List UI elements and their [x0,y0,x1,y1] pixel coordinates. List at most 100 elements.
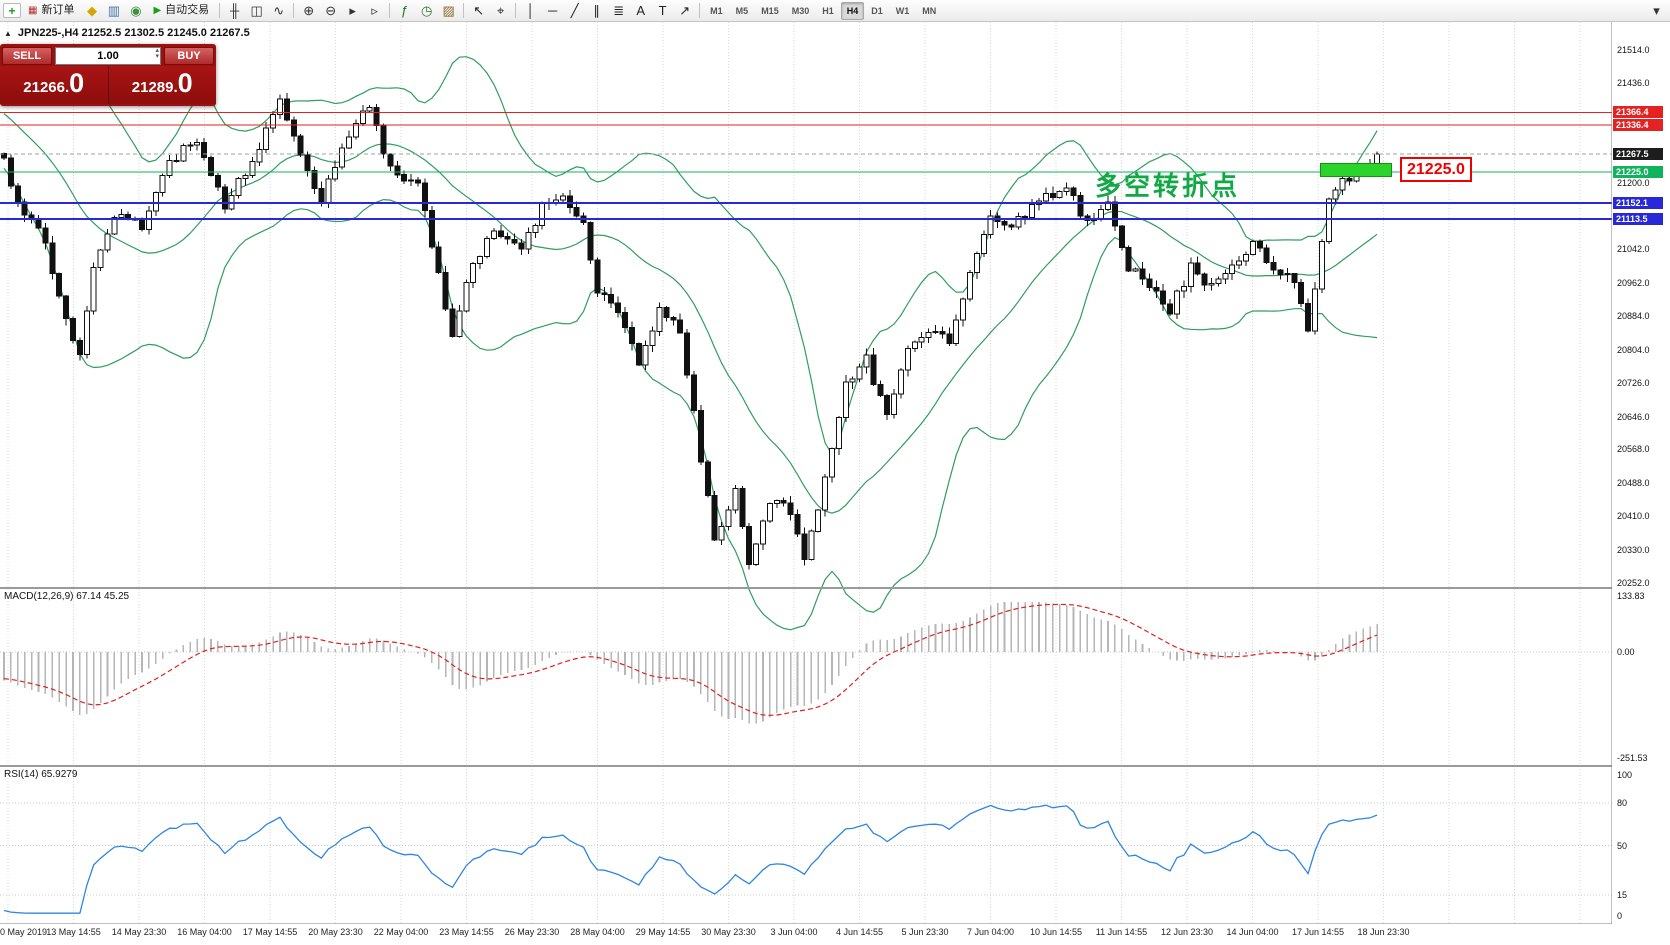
candle [525,232,532,250]
candle [249,161,256,176]
turning-point-annotation[interactable]: 多空转折点 [1095,171,1241,201]
bollinger-bands [3,56,1378,631]
new-chart-icon[interactable]: + [3,3,21,18]
candlestick-chart-icon[interactable]: ◫ [246,1,267,20]
candle [573,207,580,217]
candle [1008,224,1015,228]
toolbar-overflow-icon[interactable]: ▾ [1646,1,1667,20]
candle [1098,209,1105,220]
candle [373,107,380,126]
buy-button[interactable]: BUY [164,47,214,65]
candle [1194,262,1201,275]
candle [1305,303,1312,332]
fibonacci-icon[interactable]: ≣ [608,1,629,20]
candle [394,165,401,176]
bar-chart-icon[interactable]: ╫ [224,1,245,20]
candle [1139,268,1146,280]
buy-price[interactable]: 21289. 0 [108,66,216,104]
candle [339,147,346,168]
sell-price[interactable]: 21266. 0 [0,66,109,104]
chart-shift-icon[interactable]: ▹ [364,1,385,20]
templates-icon[interactable]: ▨ [438,1,459,20]
auto-scroll-icon[interactable]: ▸ [342,1,363,20]
candle [263,127,270,150]
price-axis-label: 20962.0 [1617,278,1650,289]
candle [380,124,387,155]
candle [973,253,980,274]
time-axis-label: 22 May 04:00 [373,927,429,937]
timeframe-m5[interactable]: M5 [730,2,755,20]
new-order-button[interactable]: ▦ 新订单 [22,1,80,20]
timeframe-d1[interactable]: D1 [865,2,889,20]
candle [1222,272,1229,280]
market-watch-icon[interactable]: ▥ [103,1,124,20]
candle [332,166,339,180]
candle [656,307,663,332]
price-axis-label: 20884.0 [1617,311,1650,322]
timeframe-h4[interactable]: H4 [840,1,865,20]
trendline-icon[interactable]: ╱ [564,1,585,20]
candle [42,227,49,244]
candle [145,210,152,231]
volume-input[interactable] [56,50,160,62]
timeframe-h1[interactable]: H1 [816,2,840,20]
zoom-out-icon[interactable]: ⊖ [320,1,341,20]
highlight-rectangle-object[interactable] [1320,163,1392,177]
label-tool-icon[interactable]: T [652,1,673,20]
timeframe-w1[interactable]: W1 [890,2,916,20]
price-axis-label: 20646.0 [1617,411,1650,422]
timeframe-m15[interactable]: M15 [755,2,785,20]
candle [815,509,822,532]
indicators-icon[interactable]: ƒ [394,1,415,20]
crosshair-icon[interactable]: ⌖ [490,1,511,20]
arrows-tool-icon[interactable]: ↗ [674,1,695,20]
sell-price-big-digit: 0 [69,68,85,98]
text-tool-icon[interactable]: A [630,1,651,20]
price-axis-label: 20252.0 [1617,577,1650,588]
horizontal-line-icon[interactable]: ─ [542,1,563,20]
candle [111,216,118,235]
timeframe-mn[interactable]: MN [916,2,942,20]
candle [842,381,849,419]
autotrading-button[interactable]: ▶ 自动交易 [147,1,215,20]
candle [1201,273,1208,286]
candle [539,202,546,227]
candle [760,520,766,545]
candle [587,222,594,261]
volume-up-icon[interactable]: ▴ [155,47,159,54]
vertical-line-icon[interactable]: │ [520,1,541,20]
cursor-icon[interactable]: ↖ [468,1,489,20]
price-callout-label[interactable]: 21225.0 [1400,157,1472,182]
candle [1339,178,1346,191]
candle [504,236,511,240]
zoom-in-icon[interactable]: ⊕ [298,1,319,20]
candle [435,246,442,273]
equidistant-channel-icon[interactable]: ∥ [586,1,607,20]
sell-button[interactable]: SELL [2,47,52,65]
one-click-collapse-toggle[interactable]: ▲ [4,28,12,38]
macd-histogram [3,601,1378,724]
autotrading-button-label: 自动交易 [165,4,210,16]
data-window-icon[interactable]: ◉ [125,1,146,20]
line-chart-icon[interactable]: ∿ [268,1,289,20]
price-axis[interactable]: 21514.0 21436.0 21200.0 21042.0 20962.0 20884… [1612,22,1670,924]
candle [208,157,214,176]
price-axis-label: 21436.0 [1617,77,1650,88]
candle [518,242,525,250]
candle [891,393,898,415]
time-axis-label: 26 May 23:30 [504,927,560,937]
profiles-icon[interactable]: ◆ [81,1,102,20]
timeframe-m30[interactable]: M30 [786,2,816,20]
symbol-ohlc-text: JPN225-,H4 21252.5 21302.5 21245.0 21267… [17,27,250,39]
candle [1022,215,1029,218]
timeframe-m1[interactable]: M1 [704,2,729,20]
volume-down-icon[interactable]: ▾ [155,53,159,60]
time-axis[interactable]: 10 May 2019 13 May 14:55 14 May 23:30 16 Ma… [0,924,1670,945]
candle [256,148,263,163]
candle [1070,187,1077,196]
candle [1263,247,1270,263]
candle [753,543,760,566]
candle [766,503,773,522]
periods-icon[interactable]: ◷ [416,1,437,20]
